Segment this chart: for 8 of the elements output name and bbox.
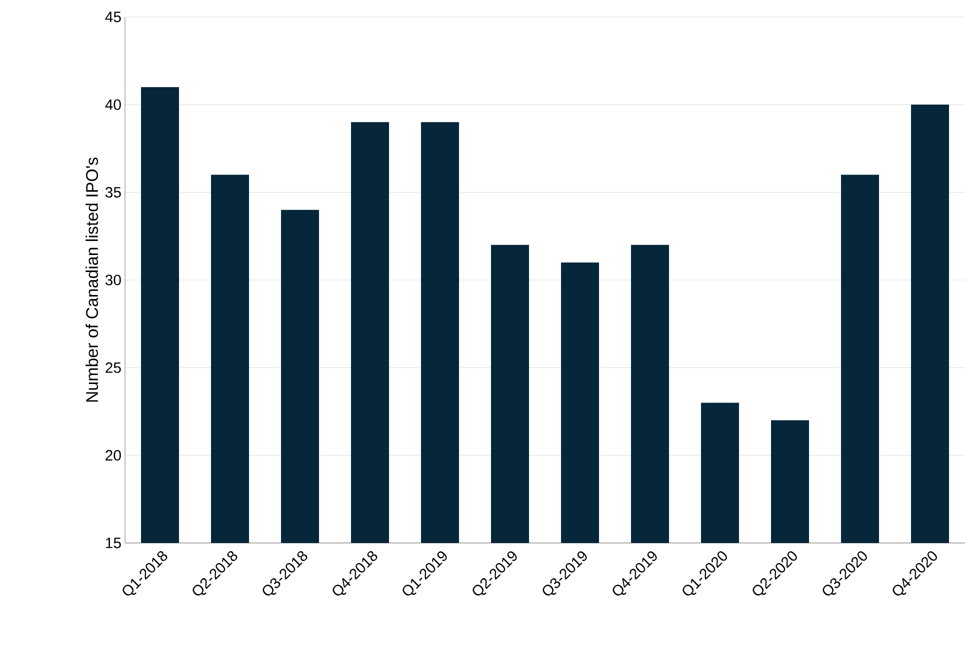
y-tick-label: 20 [106,450,121,461]
y-tick-label: 15 [106,538,121,548]
y-tick-label: 25 [106,362,121,373]
y-tick-label: 40 [105,99,121,110]
y-tick-label: 45 [105,12,121,22]
y-tick-label: 30 [105,274,121,286]
y-tick-label: 35 [105,187,121,198]
y-axis-title: Number of Canadian listed IPO's [86,158,98,402]
